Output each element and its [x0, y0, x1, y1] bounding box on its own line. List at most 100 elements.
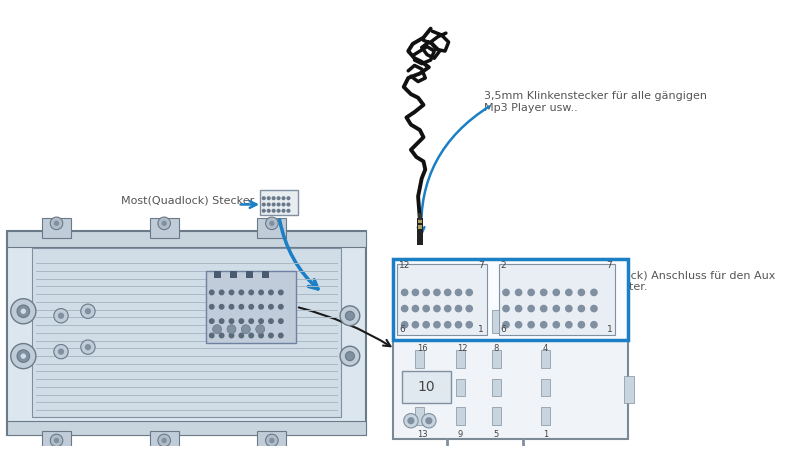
Text: 12: 12 — [458, 344, 468, 352]
Circle shape — [456, 289, 462, 296]
Bar — [42, 431, 71, 447]
Circle shape — [401, 306, 408, 312]
Bar — [7, 230, 366, 247]
Bar — [214, 273, 221, 278]
Bar — [418, 212, 421, 220]
Circle shape — [466, 289, 472, 296]
Circle shape — [85, 344, 91, 350]
Circle shape — [239, 305, 243, 309]
Text: 13: 13 — [417, 430, 428, 439]
Text: 6: 6 — [399, 325, 405, 334]
Circle shape — [17, 350, 29, 362]
Bar — [230, 271, 237, 276]
Circle shape — [262, 210, 265, 212]
Circle shape — [267, 203, 270, 206]
Circle shape — [456, 306, 462, 312]
Circle shape — [404, 414, 418, 428]
Circle shape — [54, 345, 68, 359]
Circle shape — [278, 333, 283, 338]
Bar — [417, 218, 423, 245]
Circle shape — [515, 321, 522, 328]
Circle shape — [515, 306, 522, 312]
Circle shape — [58, 348, 64, 355]
Circle shape — [266, 434, 278, 447]
Circle shape — [256, 325, 265, 334]
Circle shape — [54, 438, 59, 443]
Circle shape — [50, 217, 63, 230]
Bar — [456, 350, 465, 368]
Circle shape — [161, 220, 167, 226]
Circle shape — [541, 289, 547, 296]
Circle shape — [566, 289, 572, 296]
Bar — [214, 271, 221, 276]
Bar — [398, 264, 487, 336]
Bar — [416, 350, 425, 368]
Circle shape — [340, 306, 360, 326]
Circle shape — [287, 210, 290, 212]
Circle shape — [11, 299, 36, 324]
Bar — [541, 407, 550, 425]
Circle shape — [444, 289, 451, 296]
Bar — [246, 272, 253, 277]
Bar — [149, 431, 179, 447]
Bar — [42, 218, 71, 238]
Circle shape — [158, 434, 170, 447]
Circle shape — [401, 289, 408, 296]
Circle shape — [259, 319, 263, 323]
Circle shape — [266, 217, 278, 230]
Circle shape — [287, 197, 290, 200]
Circle shape — [81, 340, 95, 354]
Circle shape — [267, 210, 270, 212]
Circle shape — [423, 321, 429, 328]
Circle shape — [423, 289, 429, 296]
Circle shape — [515, 289, 522, 296]
Circle shape — [345, 311, 355, 320]
Circle shape — [407, 417, 414, 424]
Circle shape — [219, 333, 224, 338]
Circle shape — [591, 289, 597, 296]
Circle shape — [50, 434, 63, 447]
Circle shape — [434, 321, 440, 328]
Bar — [541, 378, 550, 397]
Text: Most(Quadlock) Stecker: Most(Quadlock) Stecker — [121, 196, 254, 206]
Circle shape — [444, 321, 451, 328]
Bar — [393, 259, 628, 439]
Circle shape — [242, 325, 250, 334]
Circle shape — [210, 305, 214, 309]
Bar — [262, 273, 270, 278]
Circle shape — [345, 352, 355, 360]
Bar — [402, 371, 452, 403]
Circle shape — [578, 306, 584, 312]
Circle shape — [58, 313, 64, 319]
Circle shape — [219, 290, 224, 295]
Circle shape — [287, 203, 290, 206]
Circle shape — [401, 321, 408, 328]
Circle shape — [277, 210, 280, 212]
Circle shape — [340, 346, 360, 366]
Circle shape — [541, 321, 547, 328]
Circle shape — [229, 319, 234, 323]
Bar — [230, 273, 237, 278]
Circle shape — [528, 306, 534, 312]
Bar — [246, 273, 253, 278]
Bar — [541, 350, 550, 368]
Text: 2: 2 — [501, 261, 506, 270]
Circle shape — [566, 306, 572, 312]
Text: 1: 1 — [543, 430, 548, 439]
Circle shape — [541, 306, 547, 312]
Circle shape — [239, 290, 243, 295]
Text: 16: 16 — [417, 344, 428, 352]
Bar — [262, 272, 270, 277]
Circle shape — [273, 210, 275, 212]
Circle shape — [259, 290, 263, 295]
Circle shape — [262, 197, 265, 200]
Bar — [207, 271, 296, 343]
Bar — [416, 407, 425, 425]
Text: 7: 7 — [479, 261, 484, 270]
Circle shape — [262, 203, 265, 206]
Circle shape — [249, 290, 254, 295]
Text: Most(Quadlock) Anschluss für den Aux
Line in Adapter.: Most(Quadlock) Anschluss für den Aux Lin… — [560, 271, 775, 292]
Circle shape — [229, 290, 234, 295]
Circle shape — [161, 438, 167, 443]
Circle shape — [17, 305, 29, 318]
